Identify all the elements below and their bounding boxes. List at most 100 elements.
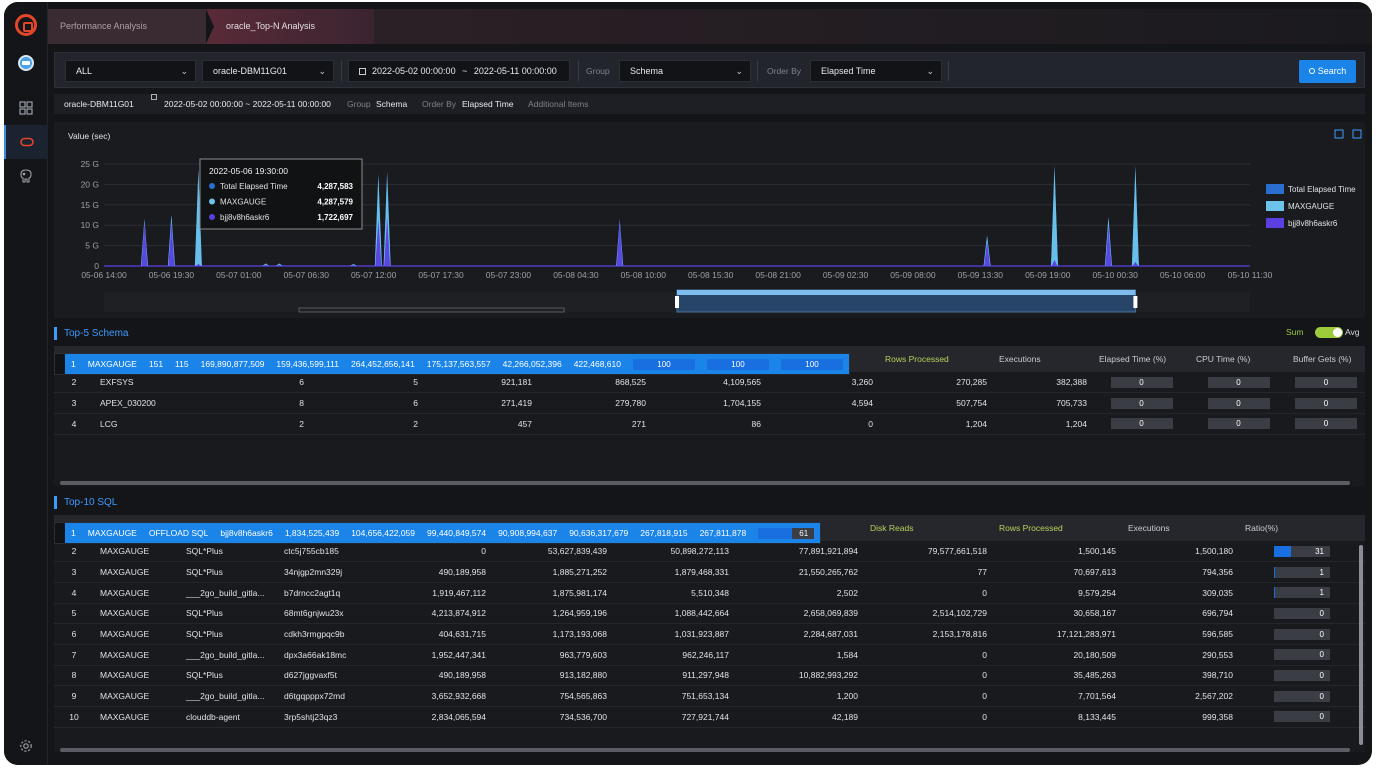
table-cell: 1 [65, 523, 82, 545]
table-cell: 79,577,661,518 [864, 541, 993, 563]
tooltip-dot [209, 198, 215, 205]
column-header[interactable]: Rows Processed [879, 346, 993, 372]
table-row[interactable]: 8 MAXGAUGE SQL*Plus d627jggvaxf5t 490,189,95… [54, 665, 1365, 687]
additional-items-link[interactable]: Additional Items [528, 99, 589, 109]
chart-svg[interactable]: Value (sec) 0 5 G 10 G 15 G 20 G 25 G 05-06 14:… [54, 122, 1365, 318]
chart-x-tick: 05-09 02:30 [823, 270, 869, 280]
table-cell: SQL*Plus [180, 541, 278, 563]
postgres-elephant-icon[interactable] [4, 159, 48, 193]
table-cell: 1,885,271,252 [492, 561, 613, 583]
settings-gear-icon[interactable] [4, 729, 48, 763]
table-row[interactable]: 3 MAXGAUGE SQL*Plus 34njgp2mn329j 490,189,95… [54, 561, 1365, 583]
percent-bar: 0 [1207, 418, 1270, 430]
table-cell: 1,204 [879, 413, 993, 435]
chat-icon[interactable] [4, 46, 48, 80]
percent-bar: 100 [780, 359, 843, 371]
table-cell: 0 [767, 413, 879, 435]
table-cell: 159,436,599,111 [270, 354, 345, 376]
table-cell: d627jggvaxf5t [278, 665, 372, 687]
table-cell: 31 [1239, 541, 1365, 563]
column-header[interactable]: Disk Reads [864, 515, 993, 541]
group-select[interactable]: Schema ⌄ [619, 60, 751, 82]
legend-label: bjj8v8h6askr6 [1288, 219, 1338, 228]
table-cell: 0 [1093, 372, 1190, 394]
brand-logo-icon[interactable] [15, 14, 37, 36]
order-by-select[interactable]: Elapsed Time ⌄ [810, 60, 942, 82]
chart-spike [141, 221, 148, 266]
table-cell: 70,697,613 [993, 561, 1122, 583]
table-cell: MAXGAUGE [94, 561, 180, 583]
breadcrumb-current[interactable]: oracle_Top-N Analysis [206, 9, 374, 44]
table-cell: 21,550,265,762 [735, 561, 864, 583]
table-row[interactable]: 9 MAXGAUGE ___2go_build_gitla... d6tgqpppx7… [54, 685, 1365, 707]
top10-title: Top-10 SQL [54, 496, 117, 509]
calendar-icon [359, 68, 366, 75]
column-header[interactable]: Executions [993, 346, 1093, 372]
breadcrumb-parent[interactable]: Performance Analysis [48, 9, 206, 44]
chart-spike [275, 263, 283, 266]
table-cell: 490,189,958 [372, 665, 492, 687]
percent-bar: 0 [1295, 418, 1357, 430]
table-cell: 309,035 [1122, 582, 1239, 604]
table-cell: ___2go_build_gitla... [180, 644, 278, 666]
table-cell: 0 [1287, 372, 1365, 394]
date-range-picker[interactable]: 2022-05-02 00:00:00 ~ 2022-05-11 00:00:0… [348, 60, 570, 82]
table-cell: 3 [54, 392, 94, 414]
query-summary: oracle-DBM11G01 2022-05-02 00:00:00 ~ 20… [54, 94, 1365, 114]
chevron-down-icon: ⌄ [180, 66, 188, 76]
table-row[interactable]: 1 MAXGAUGE 151 115 169,890,877,509 159,436,59… [54, 353, 850, 376]
dashboard-grid-icon[interactable] [4, 91, 48, 125]
table-cell: b7drncc2agt1q [278, 582, 372, 604]
table-cell: 0 [1093, 413, 1190, 435]
oracle-icon[interactable] [4, 125, 48, 159]
range-end: 2022-05-11 00:00:00 [473, 66, 557, 76]
scope-select[interactable]: ALL ⌄ [65, 60, 196, 82]
percent-bar: 100 [632, 359, 695, 371]
table-row[interactable]: 6 MAXGAUGE SQL*Plus cdkh3rmgpqc9b 404,631,71… [54, 623, 1365, 645]
table-row[interactable]: 4 LCG 2 2 457 271 86 0 1,204 1,204 0 0 0 [54, 413, 1365, 435]
filter-bar: ALL ⌄ oracle-DBM11G01 ⌄ 2022-05-02 00:00… [54, 52, 1365, 88]
top10-vertical-scrollbar[interactable] [1359, 545, 1363, 745]
divider [341, 61, 342, 81]
table-cell: 1,584 [735, 644, 864, 666]
column-header[interactable]: Ratio(%) [1239, 515, 1365, 541]
table-cell: d6tgqpppx72md [278, 685, 372, 707]
table-row[interactable]: 1 MAXGAUGE OFFLOAD SQL bjj8v8h6askr6 1,834,5… [54, 522, 822, 545]
table-cell: 422,468,610 [567, 354, 627, 376]
instance-select[interactable]: oracle-DBM11G01 ⌄ [202, 60, 334, 82]
table-cell: APEX_030200 [94, 392, 209, 414]
table-cell: 5 [54, 603, 94, 625]
ratio-bar: 0 [1274, 628, 1330, 640]
table-row[interactable]: 2 MAXGAUGE SQL*Plus ctc5j755cb185 0 53,627,83… [54, 541, 1365, 563]
table-row[interactable]: 4 MAXGAUGE ___2go_build_gitla... b7drncc2ag… [54, 582, 1365, 604]
table-cell: 1 [1239, 582, 1365, 604]
chart-spike [262, 264, 269, 266]
table-cell: 30,658,167 [993, 603, 1122, 625]
column-header[interactable]: Elapsed Time (%) [1093, 346, 1190, 372]
column-header[interactable]: CPU Time (%) [1190, 346, 1287, 372]
table-cell: MAXGAUGE [94, 603, 180, 625]
top5-horizontal-scrollbar[interactable] [60, 481, 1350, 485]
column-header[interactable]: Rows Processed [993, 515, 1122, 541]
toggle-sum-label: Sum [1286, 327, 1304, 337]
table-cell: 61 [752, 523, 821, 545]
table-cell: 169,890,877,509 [194, 354, 271, 376]
table-row[interactable]: 3 APEX_030200 8 6 271,419 279,780 1,704,155 4,5… [54, 392, 1365, 414]
column-header[interactable]: Executions [1122, 515, 1239, 541]
table-row[interactable]: 7 MAXGAUGE ___2go_build_gitla... dpx3a66ak1… [54, 644, 1365, 666]
table-row[interactable]: 5 MAXGAUGE SQL*Plus 68mt6gnjwu23x 4,213,874,… [54, 603, 1365, 625]
column-header[interactable]: Buffer Gets (%) [1287, 346, 1365, 372]
table-cell: MAXGAUGE [94, 541, 180, 563]
table-cell: 921,181 [424, 372, 538, 394]
table-cell: 2 [54, 541, 94, 563]
table-row[interactable]: 10 MAXGAUGE clouddb-agent 3rp5shtj23qz3 2,83… [54, 706, 1365, 728]
top10-horizontal-scrollbar[interactable] [60, 748, 1350, 752]
search-button[interactable]: Search [1299, 60, 1356, 83]
table-row[interactable]: 2 EXFSYS 6 5 921,181 868,525 4,109,565 3,260 270… [54, 372, 1365, 394]
sum-avg-toggle[interactable] [1315, 327, 1343, 338]
chart-y-tick: 0 [94, 261, 99, 271]
table-cell: 751,653,134 [613, 685, 735, 707]
table-cell: 4,213,874,912 [372, 603, 492, 625]
chevron-down-icon: ⌄ [735, 66, 743, 76]
table-cell: 0 [1190, 372, 1287, 394]
